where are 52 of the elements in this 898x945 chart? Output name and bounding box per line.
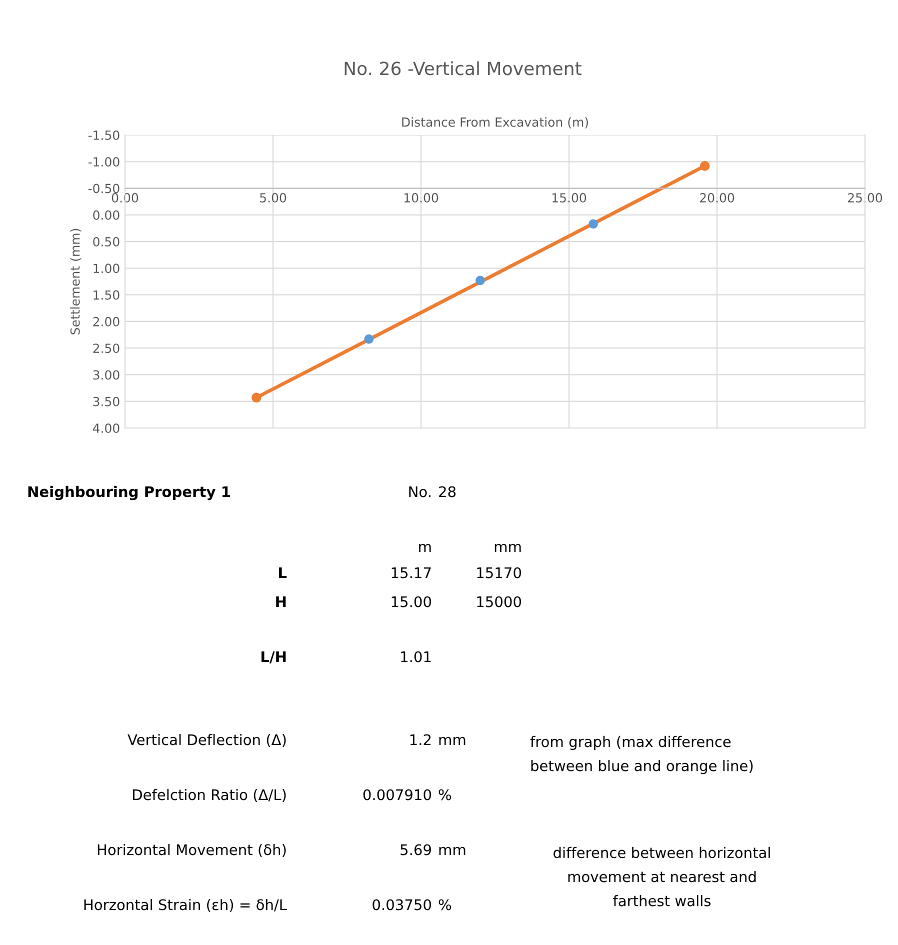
text: L [279, 567, 287, 578]
text: 1.01 [401, 651, 431, 662]
text: from graph (max difference between blue and orange line) [530, 736, 753, 774]
text: 5.69 [400, 844, 431, 856]
y-tick-label: -1.00 [88, 157, 120, 167]
text: Horizontal Movement (δh) [98, 844, 286, 857]
y-tick-label: 4.00 [92, 423, 120, 433]
x-axis-title: Distance From Excavation (m) [402, 117, 588, 128]
text: L/H [262, 651, 286, 664]
y-tick-label: 0.00 [93, 210, 120, 220]
text: Neighbouring Property 1 [28, 486, 230, 500]
x-tick-label: 25.00 [848, 193, 882, 203]
text: 0.007910 [363, 789, 432, 800]
x-tick-label: 5.00 [260, 193, 286, 203]
point [476, 276, 485, 286]
y-tick-label: 0.50 [93, 237, 120, 246]
x-tick-label: 15.00 [552, 193, 586, 203]
text: % [438, 899, 452, 910]
y-tick-label: 3.50 [93, 396, 120, 406]
text: 15.00 [392, 596, 432, 608]
text: mm [439, 846, 466, 856]
y-axis-title: Settlement (mm) [70, 228, 82, 334]
text: No. [409, 486, 430, 498]
text: Defelction Ratio (Δ/L) [133, 788, 286, 802]
x-tick-label: 20.00 [700, 193, 734, 203]
text: difference between horizontal movement at nearest and farthest walls [554, 846, 770, 906]
point [364, 334, 374, 344]
x-tick-label: 10.00 [404, 193, 438, 203]
text: % [438, 789, 452, 800]
y-tick-label: 1.00 [94, 264, 120, 274]
y-tick-label: 2.00 [93, 316, 120, 326]
y-tick-label: -0.50 [88, 184, 120, 194]
point [700, 161, 710, 171]
text: 0.03750 [372, 899, 432, 910]
chart-title: No. 26 -Vertical Movement [344, 61, 582, 76]
text: H [276, 596, 286, 608]
text: mm [439, 736, 466, 746]
text: 15.17 [392, 567, 431, 578]
text: 15170 [477, 567, 522, 578]
text: m [419, 544, 431, 552]
text: mm [494, 544, 521, 552]
y-tick-label: 1.50 [94, 290, 120, 300]
text: Horzontal Strain (εh) = δh/L [84, 898, 287, 912]
y-tick-label: 3.00 [93, 370, 120, 380]
text: 28 [439, 486, 456, 498]
text: 15000 [477, 596, 522, 608]
text: Vertical Deflection (Δ) [128, 734, 286, 747]
point [252, 392, 262, 402]
y-tick-label: 2.50 [93, 344, 120, 354]
text: 1.2 [410, 734, 431, 746]
y-tick-label: -1.50 [88, 130, 120, 140]
point [588, 219, 598, 229]
